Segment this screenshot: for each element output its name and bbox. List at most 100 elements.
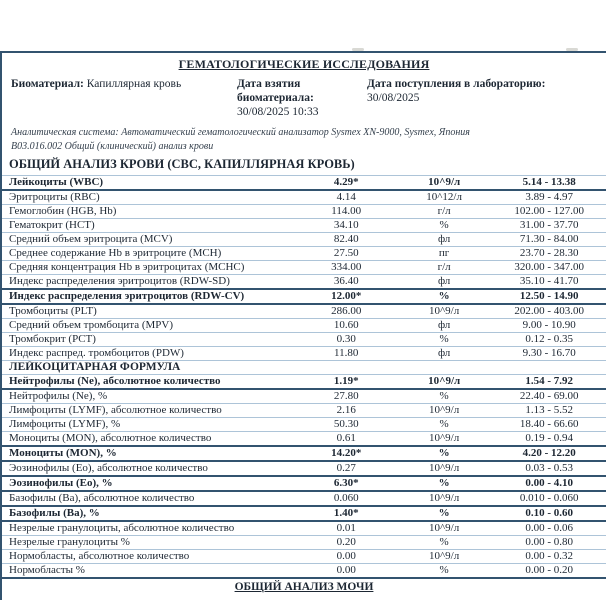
cell-units: % bbox=[439, 390, 449, 402]
cell-name: Базофилы (Ba), % bbox=[9, 507, 100, 519]
table-row: Гематокрит (HCT) 34.10% 31.00 - 37.70 bbox=[2, 218, 606, 233]
cell-ref: 0.03 - 0.53 bbox=[525, 462, 574, 474]
cell-result: 0.27 bbox=[336, 462, 356, 474]
cell-ref: 0.00 - 0.32 bbox=[525, 550, 574, 562]
cell-units: % bbox=[438, 477, 450, 489]
table-row: Базофилы (Ba), абсолютное количество 0.06… bbox=[2, 491, 606, 506]
cell-ref: 12.50 - 14.90 bbox=[519, 290, 579, 302]
cell-result: 0.00 bbox=[336, 564, 356, 576]
cell-units: фл bbox=[437, 347, 451, 359]
cell-units: 10^12/л bbox=[426, 191, 462, 203]
cell-ref: 9.30 - 16.70 bbox=[522, 347, 576, 359]
cell-name: Незрелые гранулоциты, абсолютное количес… bbox=[9, 522, 235, 534]
table-row: Гемоглобин (HGB, Hb) 114.00 г/л 102.00 - 12… bbox=[2, 204, 606, 219]
table-row: Индекс распределения эритроцитов (RDW-SD… bbox=[2, 274, 606, 290]
scan-artifact bbox=[566, 48, 578, 51]
cell-result: 10.60 bbox=[333, 319, 359, 331]
cell-result: 50.30 bbox=[333, 418, 359, 430]
cell-result: 0.060 bbox=[333, 492, 359, 504]
received-date-block: Дата поступления в лабораторию: 30/08/20… bbox=[367, 77, 606, 119]
cell-name: Гематокрит (HCT) bbox=[9, 219, 95, 231]
cell-ref: 0.19 - 0.94 bbox=[525, 432, 574, 444]
table-row: Базофилы (Ba), % 1.40*% 0.10 - 0.60 bbox=[2, 506, 606, 521]
cell-result: 11.80 bbox=[334, 347, 359, 359]
cell-units: 10^9/л bbox=[429, 492, 460, 504]
cell-units: 10^9/л bbox=[428, 375, 461, 387]
cell-result: 4.29* bbox=[333, 176, 359, 188]
cell-result: 14.20* bbox=[331, 447, 362, 459]
collection-date-block: Дата взятия биоматериала: 30/08/2025 10:… bbox=[237, 77, 367, 119]
cell-ref: 18.40 - 66.60 bbox=[519, 418, 579, 430]
cell-result: 27.50 bbox=[333, 247, 359, 259]
cell-ref: 1.13 - 5.52 bbox=[525, 404, 574, 416]
table-row: Нейтрофилы (Ne), абсолютное количество 1.… bbox=[2, 374, 606, 389]
cell-result: 82.40 bbox=[333, 233, 359, 245]
results-table: Лейкоциты (WBC) 4.29* 10^9/л 5.14 - 13.38 Эр… bbox=[2, 175, 606, 579]
cell-result: 114.00 bbox=[331, 205, 362, 217]
cell-name: Эозинофилы (Eo), % bbox=[9, 477, 113, 489]
subsection-title: ЛЕЙКОЦИТАРНАЯ ФОРМУЛА bbox=[9, 361, 181, 373]
collection-date-label: Дата взятия биоматериала: bbox=[237, 78, 314, 104]
report-title: ГЕМАТОЛОГИЧЕСКИЕ ИССЛЕДОВАНИЯ bbox=[178, 57, 430, 71]
cell-result: 27.80 bbox=[333, 390, 359, 402]
cell-units: % bbox=[438, 447, 450, 459]
cell-name: Индекс распределения эритроцитов (RDW-SD… bbox=[9, 275, 230, 287]
cell-ref: 22.40 - 69.00 bbox=[519, 390, 579, 402]
page-top-margin bbox=[0, 0, 606, 51]
cell-units: фл bbox=[437, 275, 451, 287]
cell-ref: 320.00 - 347.00 bbox=[514, 261, 585, 273]
cell-units: 10^9/л bbox=[429, 404, 460, 416]
cell-result: 4.14 bbox=[336, 191, 356, 203]
cell-name: Лимфоциты (LYMF), % bbox=[9, 418, 121, 430]
table-row: Лимфоциты (LYMF), абсолютное количество 2… bbox=[2, 403, 606, 418]
table-row: Среднее содержание Hb в эритроците (MCH)… bbox=[2, 246, 606, 261]
cell-units: фл bbox=[437, 319, 451, 331]
method-notes: Аналитическая система: Автоматический ге… bbox=[2, 119, 606, 153]
table-row: Эритроциты (RBC) 4.14 10^12/л 3.89 - 4.97 bbox=[2, 190, 606, 205]
table-row: Незрелые гранулоциты, абсолютное количес… bbox=[2, 521, 606, 536]
cell-ref: 0.00 - 0.20 bbox=[525, 564, 574, 576]
table-row: Моноциты (MON), % 14.20*% 4.20 - 12.20 bbox=[2, 446, 606, 461]
results-table-body: Лейкоциты (WBC) 4.29* 10^9/л 5.14 - 13.38 Эр… bbox=[2, 175, 606, 578]
table-row: Эозинофилы (Eo), % 6.30*% 0.00 - 4.10 bbox=[2, 476, 606, 491]
cell-ref: 102.00 - 127.00 bbox=[514, 205, 585, 217]
cell-result: 12.00* bbox=[331, 290, 362, 302]
cell-name: Базофилы (Ba), абсолютное количество bbox=[9, 492, 195, 504]
cell-name: Нейтрофилы (Ne), абсолютное количество bbox=[9, 375, 221, 387]
section-title-cbc: ОБЩИЙ АНАЛИЗ КРОВИ (СВС, КАПИЛЛЯРНАЯ КРО… bbox=[9, 157, 355, 171]
cell-name: Среднее содержание Hb в эритроците (MCH) bbox=[9, 247, 222, 259]
cell-name: Лейкоциты (WBC) bbox=[9, 176, 104, 188]
cell-result: 0.20 bbox=[336, 536, 356, 548]
cell-ref: 23.70 - 28.30 bbox=[519, 247, 579, 259]
cell-ref: 3.89 - 4.97 bbox=[525, 191, 574, 203]
table-row: Нейтрофилы (Ne), % 27.80% 22.40 - 69.00 bbox=[2, 389, 606, 404]
cell-name: Эритроциты (RBC) bbox=[9, 191, 100, 203]
cell-units: 10^9/л bbox=[429, 305, 460, 317]
table-row: Лейкоциты (WBC) 4.29* 10^9/л 5.14 - 13.38 bbox=[2, 175, 606, 190]
cell-units: 10^9/л bbox=[429, 462, 460, 474]
report-document: ГЕМАТОЛОГИЧЕСКИЕ ИССЛЕДОВАНИЯ Биоматериа… bbox=[0, 51, 606, 600]
cell-name: Нормобласты, абсолютное количество bbox=[9, 550, 190, 562]
cell-result: 2.16 bbox=[336, 404, 356, 416]
cell-result: 0.01 bbox=[336, 522, 356, 534]
scan-artifact bbox=[352, 48, 364, 51]
cell-name: Средний объем эритроцита (MCV) bbox=[9, 233, 173, 245]
cell-ref: 0.00 - 0.06 bbox=[525, 522, 574, 534]
service-code-note: В03.016.002 Общий (клинический) анализ к… bbox=[11, 140, 214, 152]
cell-result: 36.40 bbox=[333, 275, 359, 287]
cell-name: Гемоглобин (HGB, Hb) bbox=[9, 205, 117, 217]
cell-units: % bbox=[439, 333, 449, 345]
cell-ref: 0.010 - 0.060 bbox=[519, 492, 579, 504]
table-row: Незрелые гранулоциты % 0.20% 0.00 - 0.80 bbox=[2, 535, 606, 550]
cell-ref: 35.10 - 41.70 bbox=[519, 275, 579, 287]
cell-name: Лимфоциты (LYMF), абсолютное количество bbox=[9, 404, 222, 416]
cell-ref: 0.00 - 0.80 bbox=[525, 536, 574, 548]
cell-units: 10^9/л bbox=[429, 550, 460, 562]
cell-units: 10^9/л bbox=[429, 432, 460, 444]
cell-units: % bbox=[439, 418, 449, 430]
cell-result: 0.00 bbox=[336, 550, 356, 562]
cell-result: 0.61 bbox=[336, 432, 356, 444]
table-row: Тромбоциты (PLT) 286.00 10^9/л 202.00 - 403… bbox=[2, 304, 606, 319]
cell-ref: 9.00 - 10.90 bbox=[522, 319, 576, 331]
cell-units: % bbox=[438, 507, 450, 519]
